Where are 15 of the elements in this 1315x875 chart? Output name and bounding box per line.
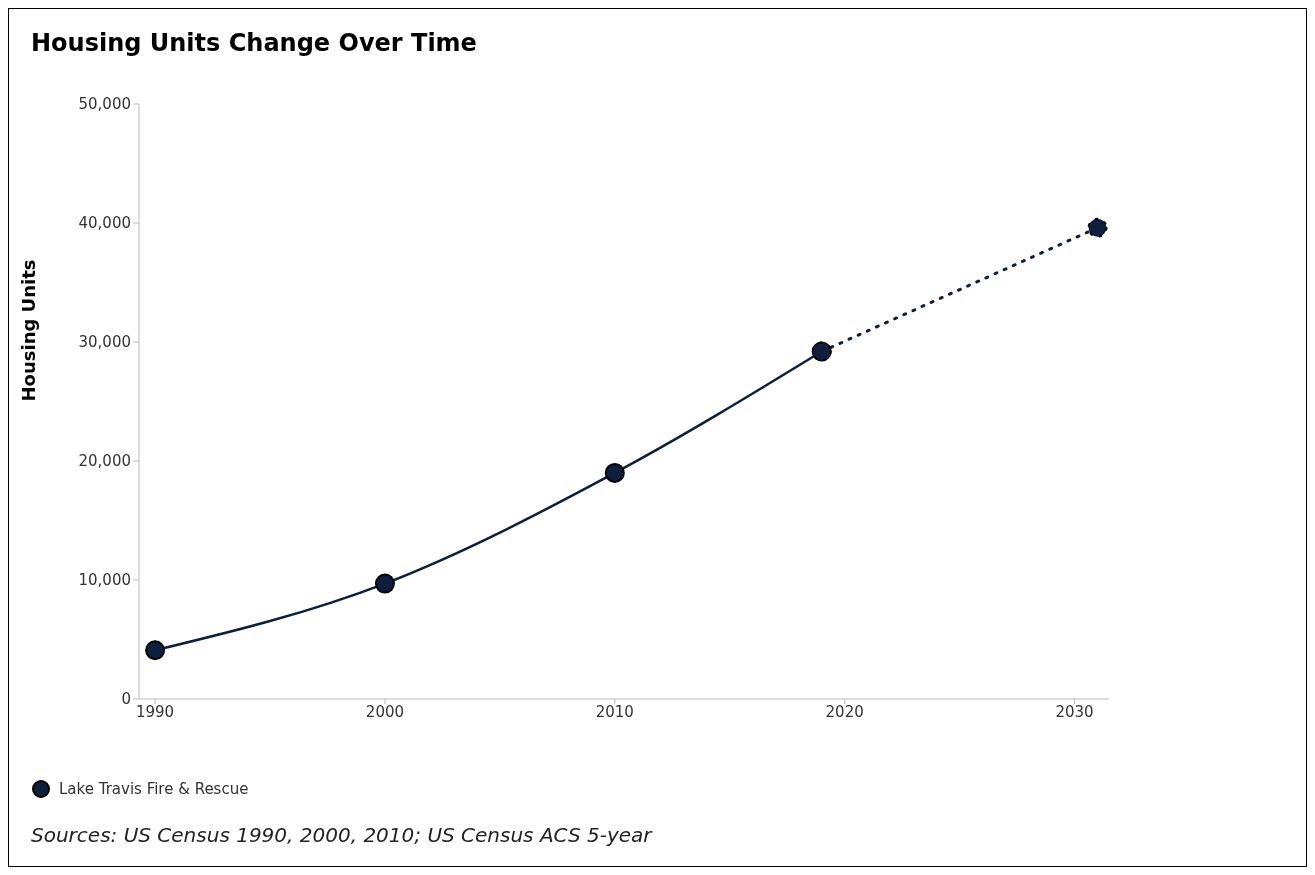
y-tick-label: 20,000 bbox=[78, 452, 131, 471]
y-tick-label: 40,000 bbox=[78, 214, 131, 233]
y-tick-label: 10,000 bbox=[78, 571, 131, 590]
y-tick-label: 50,000 bbox=[78, 95, 131, 114]
chart-title: Housing Units Change Over Time bbox=[31, 29, 477, 57]
x-tick-label: 2000 bbox=[365, 702, 405, 721]
y-axis-title: Housing Units bbox=[18, 259, 40, 402]
legend-label: Lake Travis Fire & Rescue bbox=[59, 780, 249, 798]
x-tick-label: 1990 bbox=[136, 702, 175, 721]
source-note: Sources: US Census 1990, 2000, 2010; US Census ACS 5-year bbox=[31, 823, 652, 847]
x-tick-label: 2020 bbox=[825, 702, 864, 721]
x-tick-label: 2030 bbox=[1055, 702, 1094, 721]
y-tick-label: 0 bbox=[121, 690, 131, 709]
x-tick-label: 2010 bbox=[595, 702, 634, 721]
y-tick-label: 30,000 bbox=[78, 333, 131, 352]
